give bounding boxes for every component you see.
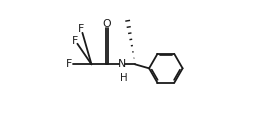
Text: H: H bbox=[120, 73, 128, 83]
Text: O: O bbox=[103, 19, 111, 29]
Text: F: F bbox=[78, 25, 85, 34]
Text: F: F bbox=[72, 36, 78, 46]
Text: N: N bbox=[118, 59, 126, 69]
Text: F: F bbox=[66, 59, 72, 69]
